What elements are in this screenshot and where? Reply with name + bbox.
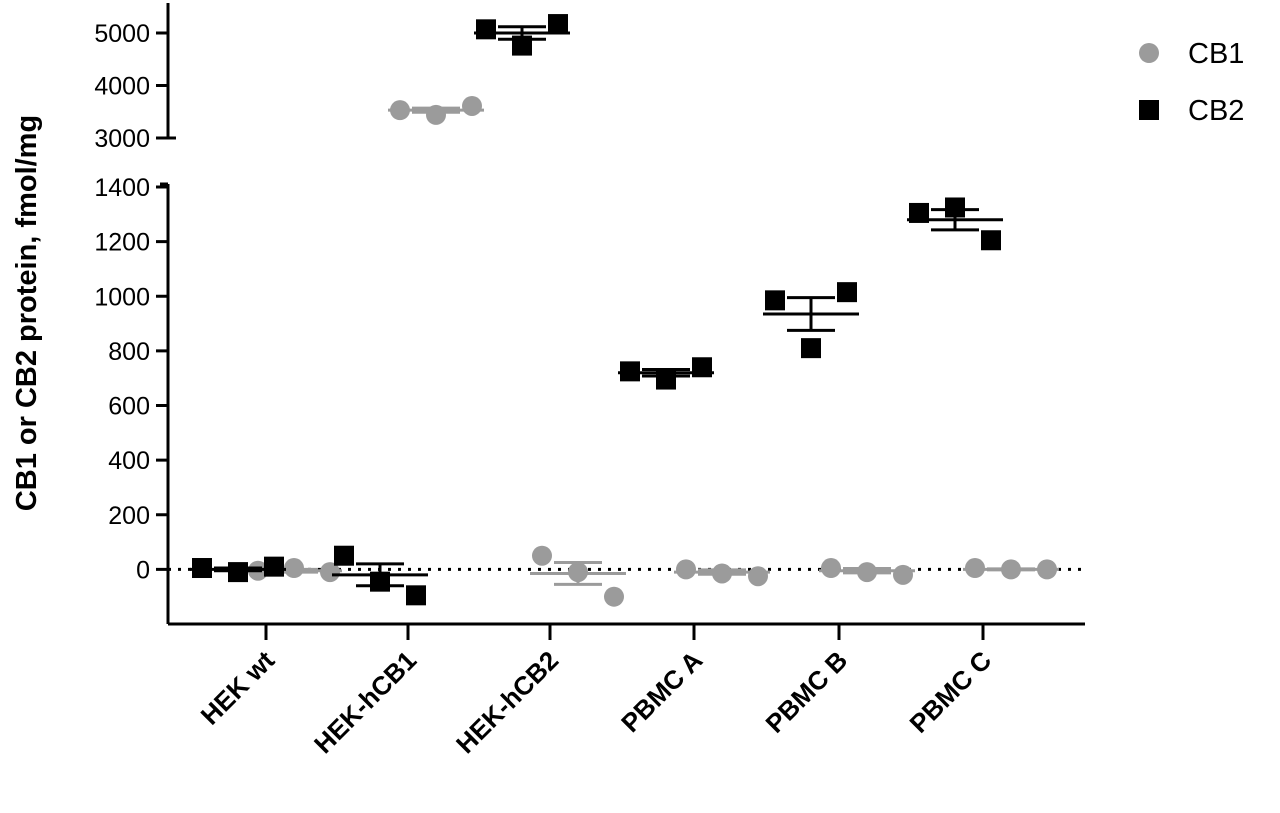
y-tick-label: 600 (108, 393, 150, 421)
data-point-square (909, 202, 929, 223)
x-category-label: HEK-hCB2 (450, 645, 564, 759)
y-tick-label: 1000 (94, 283, 150, 311)
y-tick-label: 1200 (94, 229, 150, 257)
y-tick-label: 0 (136, 556, 150, 584)
data-marks (190, 14, 1059, 607)
data-point-square (656, 369, 676, 390)
data-point-circle (568, 562, 588, 583)
x-category-label: PBMC B (760, 645, 854, 739)
data-point-circle (857, 562, 877, 583)
data-point-circle (821, 558, 841, 579)
data-point-circle (676, 559, 696, 580)
data-point-square (692, 357, 712, 378)
data-point-square (228, 562, 248, 583)
data-point-circle (426, 104, 446, 125)
data-point-square (548, 14, 568, 35)
x-category-label: HEK wt (195, 645, 281, 731)
data-point-circle (390, 100, 410, 121)
data-point-square (334, 545, 354, 566)
y-tick-label: 3000 (94, 125, 150, 153)
x-category-label: PBMC C (904, 645, 998, 739)
data-point-circle (1037, 559, 1057, 580)
data-point-circle (532, 545, 552, 566)
series-cb1 (246, 95, 1059, 607)
y-tick-label: 5000 (94, 20, 150, 48)
data-point-circle (893, 564, 913, 585)
data-point-circle (320, 562, 340, 583)
x-tick-labels: HEK wt HEK-hCB1 HEK-hCB2 PBMC A PBMC B PBMC C (195, 645, 998, 759)
data-point-circle (1001, 559, 1021, 580)
legend: CB1 CB2 (1139, 38, 1244, 127)
data-point-circle (604, 586, 624, 607)
x-category-label: HEK-hCB1 (308, 645, 422, 759)
data-point-square (476, 19, 496, 40)
data-point-square (406, 585, 426, 606)
data-point-square (620, 361, 640, 382)
y-tick-label: 400 (108, 447, 150, 475)
data-point-circle (748, 566, 768, 587)
data-point-circle (462, 95, 482, 116)
axes: 0 200 400 600 800 1000 1200 1400 3000 4000 5000 (94, 3, 1085, 640)
y-tick-label: 200 (108, 502, 150, 530)
legend-marker-square (1139, 100, 1159, 120)
data-point-square (837, 282, 857, 303)
x-category-label: PBMC A (615, 645, 708, 738)
data-point-square (801, 338, 821, 359)
legend-marker-circle (1139, 43, 1159, 63)
legend-label: CB2 (1188, 95, 1244, 127)
data-point-square (264, 556, 284, 577)
y-axis-label: CB1 or CB2 protein, fmol/mg (11, 115, 43, 511)
series-cb2 (190, 14, 1003, 606)
y-tick-label: 1400 (94, 174, 150, 202)
data-point-square (370, 571, 390, 592)
data-point-square (945, 197, 965, 218)
data-point-circle (712, 563, 732, 584)
data-point-square (981, 230, 1001, 251)
data-point-circle (965, 558, 985, 579)
data-point-square (512, 35, 532, 56)
data-point-square (765, 290, 785, 311)
legend-label: CB1 (1188, 38, 1244, 70)
y-tick-label: 4000 (94, 73, 150, 101)
data-point-square (192, 558, 212, 579)
y-tick-label: 800 (108, 338, 150, 366)
data-point-circle (284, 558, 304, 579)
